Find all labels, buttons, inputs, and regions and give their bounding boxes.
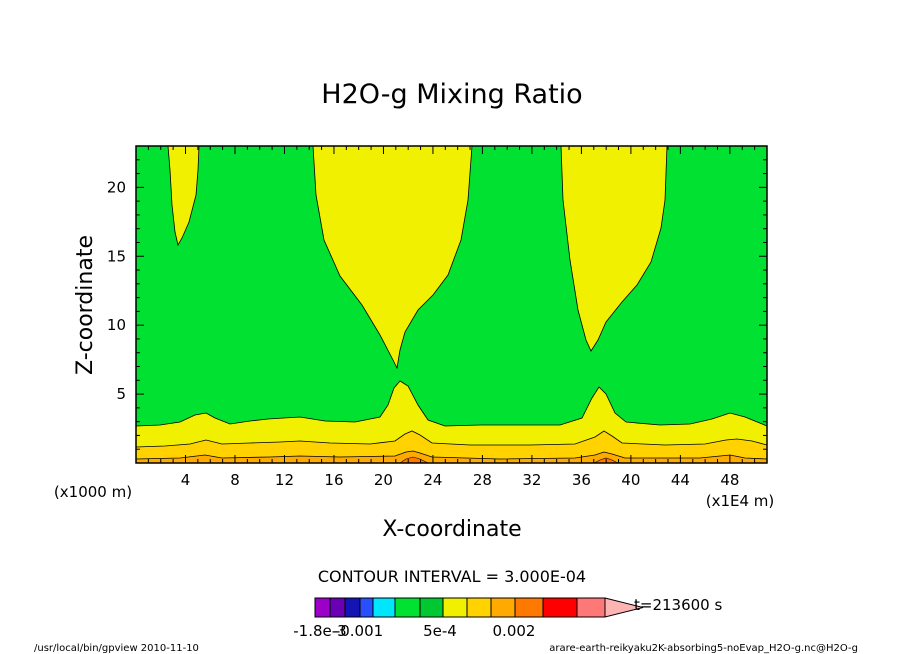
colorbar-label: 0.002 (493, 622, 536, 640)
colorbar-label: -0.001 (335, 622, 383, 640)
x-axis-label: X-coordinate (382, 517, 521, 542)
x-tick-label: 36 (572, 471, 591, 489)
colorbar-swatch (542, 597, 578, 618)
colorbar-swatch (359, 597, 374, 618)
plot-frame (135, 145, 768, 464)
y-tick-label: 15 (107, 247, 126, 265)
y-tick-label: 20 (107, 178, 126, 196)
x-tick-label: 40 (621, 471, 640, 489)
y-tick-label: 10 (107, 316, 126, 334)
plume-region-left (167, 146, 200, 247)
colorbar-swatch (344, 597, 361, 618)
colorbar-swatch (419, 597, 444, 618)
colorbar: -1.8e-3-0.001 5e-4 0.002 (293, 597, 644, 640)
plume-region-right (560, 146, 668, 352)
x-unit-label: (x1E4 m) (706, 492, 775, 510)
y-tick-label: 5 (116, 385, 126, 403)
colorbar-label: 5e-4 (423, 622, 457, 640)
colorbar-label: -1.8e-3 (293, 622, 346, 640)
x-tick-label: 32 (522, 471, 541, 489)
colorbar-swatch (442, 597, 468, 618)
x-tick-label: 24 (423, 471, 442, 489)
x-tick-label: 4 (181, 471, 191, 489)
colorbar-swatch (394, 597, 421, 618)
colorbar-swatch (314, 597, 331, 618)
x-tick-label: 28 (473, 471, 492, 489)
colorbar-swatch (466, 597, 492, 618)
x-tick-label: 16 (324, 471, 343, 489)
footer-left: /usr/local/bin/gpview 2010-11-10 (34, 643, 199, 654)
chart-title: H2O-g Mixing Ratio (321, 79, 582, 110)
colorbar-swatch (329, 597, 346, 618)
y-axis-label: Z-coordinate (73, 235, 98, 375)
footer-right: arare-earth-reikyaku2K-absorbing5-noEvap… (549, 643, 858, 654)
x-tick-label: 44 (671, 471, 690, 489)
y-unit-label: (x1000 m) (54, 483, 132, 501)
colorbar-swatch (576, 597, 606, 618)
time-label: t=213600 s (634, 596, 722, 614)
x-tick-label: 20 (374, 471, 393, 489)
colorbar-swatch (490, 597, 516, 618)
colorbar-swatch (514, 597, 544, 618)
plume-region-center (312, 146, 473, 370)
contour-interval-text: CONTOUR INTERVAL = 3.000E-04 (318, 567, 586, 586)
colorbar-extend-arrow (604, 597, 644, 618)
x-tick-label: 12 (275, 471, 294, 489)
plot-area (136, 146, 767, 463)
x-tick-label: 8 (230, 471, 240, 489)
x-tick-label: 48 (720, 471, 739, 489)
colorbar-swatch (372, 597, 396, 618)
